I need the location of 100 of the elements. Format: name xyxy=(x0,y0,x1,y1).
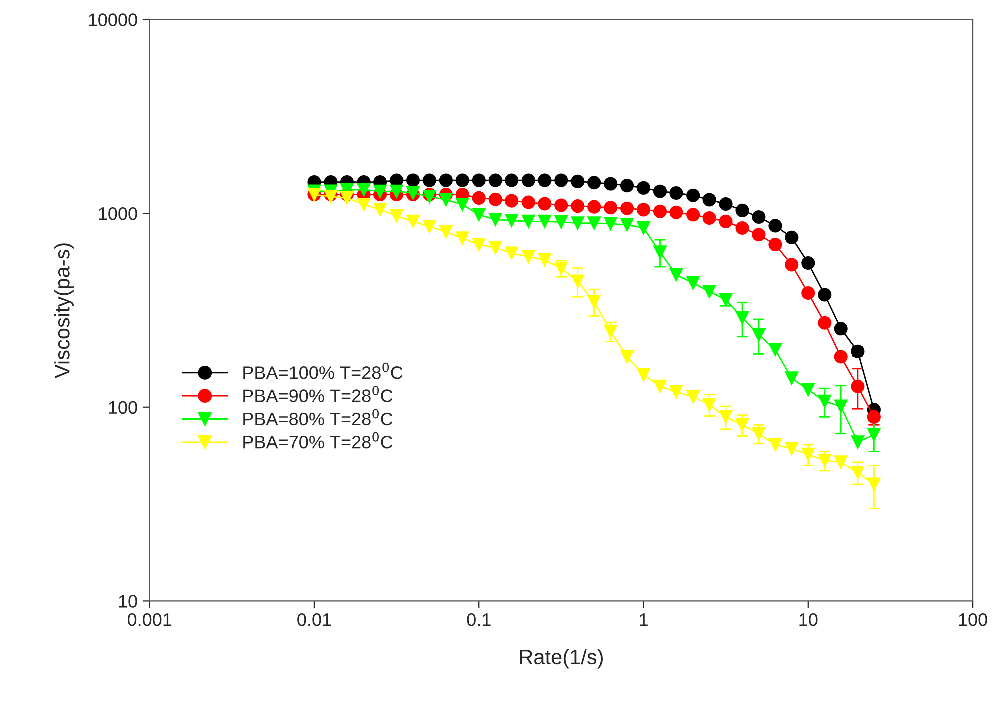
point xyxy=(702,284,716,299)
point xyxy=(406,174,420,188)
point xyxy=(439,174,453,188)
x-tick-label: 0.001 xyxy=(128,614,172,626)
point xyxy=(588,176,602,190)
point xyxy=(654,246,668,260)
point xyxy=(686,188,700,202)
point xyxy=(488,241,502,255)
point xyxy=(702,211,716,225)
point xyxy=(554,262,568,276)
point xyxy=(802,448,816,462)
point xyxy=(604,324,618,338)
point xyxy=(670,206,684,220)
point xyxy=(620,350,634,364)
point xyxy=(588,200,602,214)
point xyxy=(390,209,404,223)
point xyxy=(834,456,848,470)
point xyxy=(554,174,568,188)
point xyxy=(719,197,733,211)
point xyxy=(422,174,436,188)
x-tick-label: 0.01 xyxy=(298,614,332,626)
point xyxy=(752,210,766,224)
point xyxy=(851,436,865,450)
x-tick-label: 100 xyxy=(959,614,988,626)
point xyxy=(785,258,799,272)
point xyxy=(818,394,832,408)
point xyxy=(588,216,602,230)
point xyxy=(768,219,782,233)
point xyxy=(736,311,750,325)
point xyxy=(456,232,470,246)
point xyxy=(867,428,881,442)
point xyxy=(357,198,371,212)
point xyxy=(834,322,848,336)
point xyxy=(620,218,634,232)
point xyxy=(654,204,668,218)
point xyxy=(505,246,519,260)
point xyxy=(374,203,388,217)
point xyxy=(538,214,552,228)
point xyxy=(505,214,519,228)
point xyxy=(636,221,651,235)
point xyxy=(686,390,700,404)
point xyxy=(752,328,766,342)
point xyxy=(818,288,832,302)
point xyxy=(422,220,436,234)
point xyxy=(406,214,420,228)
point xyxy=(439,225,453,239)
point xyxy=(472,191,486,205)
point xyxy=(554,216,568,230)
point xyxy=(719,214,733,228)
y-axis-title: Viscosity(pa-s) xyxy=(54,244,74,378)
point xyxy=(802,286,816,300)
point xyxy=(571,200,585,214)
point xyxy=(654,380,668,394)
point xyxy=(571,216,585,230)
point xyxy=(785,372,799,386)
point xyxy=(620,202,634,216)
point xyxy=(357,183,371,197)
point xyxy=(818,454,832,468)
y-tick-label: 10000 xyxy=(89,14,138,26)
point xyxy=(785,230,799,244)
point xyxy=(522,174,536,188)
point xyxy=(851,380,865,394)
point xyxy=(636,203,651,217)
point xyxy=(670,268,684,282)
x-tick-label: 1 xyxy=(640,614,648,626)
legend-label: PBA=100% T=28$^{0}$C xyxy=(244,362,403,380)
point xyxy=(736,221,750,235)
y-tick-label: 100 xyxy=(109,401,138,414)
point xyxy=(702,398,716,412)
point xyxy=(686,276,700,290)
point xyxy=(834,400,848,414)
point xyxy=(472,174,486,188)
x-tick-label: 10 xyxy=(800,614,818,626)
point xyxy=(834,350,848,364)
point xyxy=(488,192,502,206)
point xyxy=(522,196,536,210)
point xyxy=(636,368,651,382)
point xyxy=(472,208,486,222)
point xyxy=(571,274,585,288)
legend-label: PBA=90% T=28$^{0}$C xyxy=(244,386,393,402)
point xyxy=(554,198,568,212)
point xyxy=(867,478,881,492)
point xyxy=(719,293,733,307)
point xyxy=(522,214,536,228)
point xyxy=(851,466,865,480)
point xyxy=(538,174,552,188)
point xyxy=(768,238,782,252)
point xyxy=(604,217,618,231)
point xyxy=(636,181,651,195)
point xyxy=(802,256,816,270)
point xyxy=(654,184,668,198)
point xyxy=(604,177,618,191)
point xyxy=(686,208,700,222)
x-axis-title: Rate(1/s) xyxy=(520,649,603,669)
point xyxy=(719,410,733,424)
point xyxy=(505,194,519,208)
legend-label: PBA=70% T=28$^{0}$C xyxy=(244,432,393,449)
point xyxy=(390,184,404,198)
point xyxy=(768,343,782,357)
point xyxy=(752,427,766,441)
